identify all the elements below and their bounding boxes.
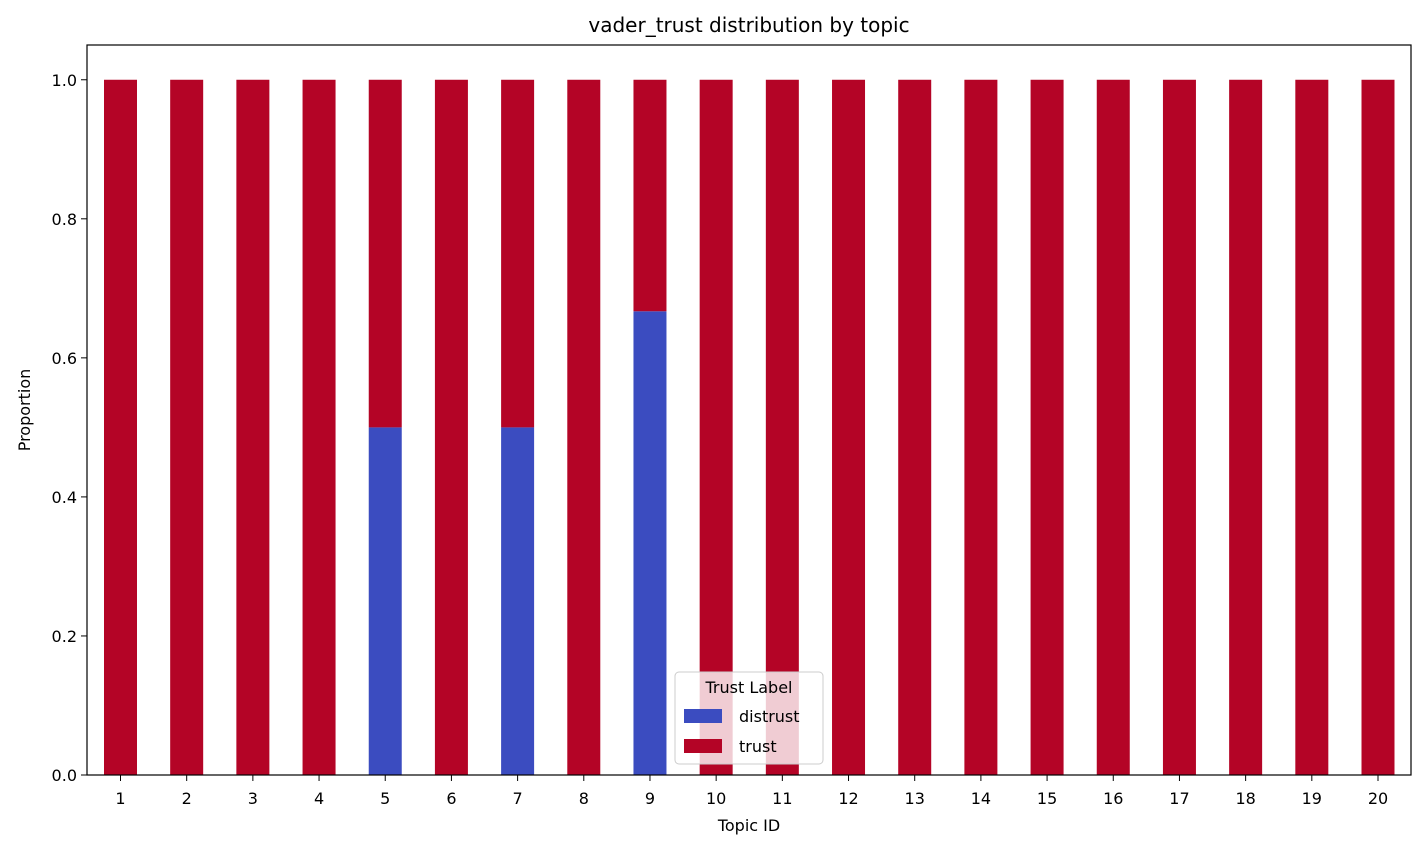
y-tick-label: 0.4 [52,488,77,507]
bar-trust-topic-20 [1361,79,1395,775]
x-tick-label: 10 [706,789,726,808]
x-tick-label: 14 [971,789,991,808]
bar-trust-topic-9 [633,79,667,312]
x-tick-label: 16 [1103,789,1123,808]
chart-title: vader_trust distribution by topic [588,13,909,37]
y-axis-label: Proportion [15,369,34,452]
x-tick-label: 17 [1169,789,1189,808]
legend-swatch-distrust [684,709,722,723]
bar-trust-topic-18 [1229,79,1263,775]
bar-distrust-topic-7 [501,427,535,775]
legend-label-trust: trust [739,737,777,756]
bar-trust-topic-4 [302,79,336,775]
y-tick-label: 0.8 [52,210,77,229]
bar-trust-topic-2 [170,79,204,775]
x-tick-label: 8 [579,789,589,808]
bar-trust-topic-3 [236,79,270,775]
bar-trust-topic-7 [501,79,535,428]
x-tick-label: 13 [905,789,925,808]
bar-trust-topic-16 [1096,79,1130,775]
x-tick-label: 3 [248,789,258,808]
bar-trust-topic-10 [699,79,733,775]
x-tick-label: 4 [314,789,324,808]
bar-trust-topic-15 [1030,79,1064,775]
bar-trust-topic-13 [898,79,932,775]
x-tick-label: 12 [838,789,858,808]
x-axis: 1 2 3 4 5 6 7 8 9 10 11 12 13 14 15 16 17 18 19 20 [115,775,1388,808]
x-tick-label: 7 [513,789,523,808]
legend-label-distrust: distrust [739,707,800,726]
bars-layer [104,79,1395,775]
plot-frame [86,44,1412,776]
x-tick-label: 20 [1368,789,1388,808]
y-tick-label: 1.0 [52,71,77,90]
y-tick-label: 0.0 [52,766,77,785]
x-tick-label: 9 [645,789,655,808]
bar-trust-topic-19 [1295,79,1329,775]
bar-trust-topic-14 [964,79,998,775]
bar-trust-topic-1 [104,79,137,775]
bar-trust-topic-5 [368,79,402,428]
x-tick-label: 6 [446,789,456,808]
x-tick-label: 18 [1235,789,1255,808]
y-tick-label: 0.2 [52,627,77,646]
legend-swatch-trust [684,739,722,753]
y-axis: 0.0 0.2 0.4 0.6 0.8 1.0 [52,71,87,785]
bar-trust-topic-8 [567,79,601,775]
bar-distrust-topic-5 [368,427,402,775]
y-tick-label: 0.6 [52,349,77,368]
bar-trust-topic-12 [832,79,866,775]
x-tick-label: 1 [115,789,125,808]
x-tick-label: 19 [1302,789,1322,808]
x-tick-label: 5 [380,789,390,808]
bar-trust-topic-11 [765,79,799,775]
x-tick-label: 2 [182,789,192,808]
x-tick-label: 15 [1037,789,1057,808]
x-tick-label: 11 [772,789,792,808]
x-axis-label: Topic ID [717,816,780,835]
bar-distrust-topic-9 [633,311,667,775]
legend-title: Trust Label [705,678,793,697]
bar-trust-topic-6 [434,79,468,775]
legend: Trust Label distrust trust [674,671,824,765]
bar-trust-topic-17 [1162,79,1196,775]
